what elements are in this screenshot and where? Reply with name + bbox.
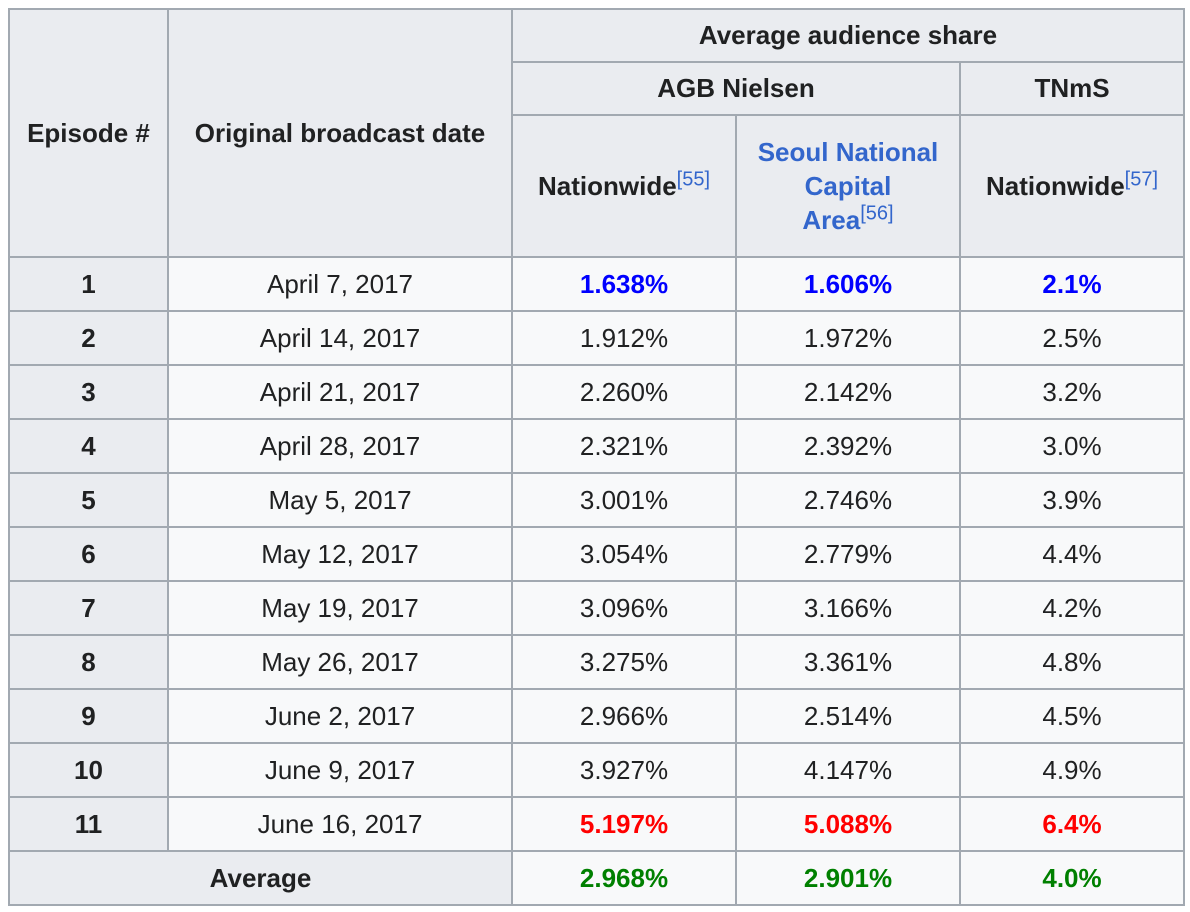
agb-seoul-value: 3.166%	[735, 580, 961, 636]
seoul-link-line-1: Seoul National	[757, 136, 939, 167]
broadcast-date: April 28, 2017	[167, 418, 513, 474]
tnms-value: 3.0%	[959, 418, 1185, 474]
broadcast-date: June 9, 2017	[167, 742, 513, 798]
episode-number: 8	[8, 634, 169, 690]
average-row: Average 2.968% 2.901% 4.0%	[8, 850, 1185, 906]
reference-56-link[interactable]: [56]	[860, 202, 894, 225]
seoul-capital-area-link[interactable]: Seoul National Capital Area	[758, 137, 939, 236]
table-row: 2 April 14, 2017 1.912% 1.972% 2.5%	[8, 310, 1185, 366]
broadcast-date: June 2, 2017	[167, 688, 513, 744]
agb-seoul-value: 2.392%	[735, 418, 961, 474]
agb-seoul-value: 2.746%	[735, 472, 961, 528]
agb-nationwide-value: 1.912%	[511, 310, 737, 366]
agb-nationwide-value: 3.927%	[511, 742, 737, 798]
table-row: 7 May 19, 2017 3.096% 3.166% 4.2%	[8, 580, 1185, 636]
tnms-value: 3.9%	[959, 472, 1185, 528]
agb-nationwide-header: Nationwide[55]	[511, 114, 737, 258]
ratings-table: Episode # Original broadcast date Averag…	[8, 8, 1185, 906]
tnms-value: 2.5%	[959, 310, 1185, 366]
episode-number: 7	[8, 580, 169, 636]
table-row: 6 May 12, 2017 3.054% 2.779% 4.4%	[8, 526, 1185, 582]
agb-seoul-value: 2.514%	[735, 688, 961, 744]
table-row: 4 April 28, 2017 2.321% 2.392% 3.0%	[8, 418, 1185, 474]
tnms-value: 2.1%	[959, 256, 1185, 312]
episode-number: 4	[8, 418, 169, 474]
episode-number: 1	[8, 256, 169, 312]
average-agb-seoul: 2.901%	[735, 850, 961, 906]
table-row: 10 June 9, 2017 3.927% 4.147% 4.9%	[8, 742, 1185, 798]
agb-nielsen-header: AGB Nielsen	[511, 61, 961, 116]
tnms-value: 4.9%	[959, 742, 1185, 798]
episode-header: Episode #	[8, 8, 169, 258]
average-share-header: Average audience share	[511, 8, 1185, 63]
broadcast-date: April 14, 2017	[167, 310, 513, 366]
broadcast-date: April 7, 2017	[167, 256, 513, 312]
table-row: 3 April 21, 2017 2.260% 2.142% 3.2%	[8, 364, 1185, 420]
agb-seoul-value: 4.147%	[735, 742, 961, 798]
table-row: 1 April 7, 2017 1.638% 1.606% 2.1%	[8, 256, 1185, 312]
agb-seoul-value: 5.088%	[735, 796, 961, 852]
agb-nationwide-value: 2.260%	[511, 364, 737, 420]
agb-nationwide-value: 1.638%	[511, 256, 737, 312]
agb-nationwide-value: 5.197%	[511, 796, 737, 852]
agb-nationwide-value: 3.001%	[511, 472, 737, 528]
tnms-value: 4.8%	[959, 634, 1185, 690]
agb-nationwide-value: 3.275%	[511, 634, 737, 690]
agb-seoul-value: 2.779%	[735, 526, 961, 582]
tnms-value: 3.2%	[959, 364, 1185, 420]
tnms-value: 4.4%	[959, 526, 1185, 582]
episode-number: 5	[8, 472, 169, 528]
broadcast-date: May 26, 2017	[167, 634, 513, 690]
episode-number: 9	[8, 688, 169, 744]
seoul-link-line-3: Area	[802, 205, 861, 236]
broadcast-date-header: Original broadcast date	[167, 8, 513, 258]
agb-nationwide-label: Nationwide	[537, 170, 677, 201]
tnms-header: TNmS	[959, 61, 1185, 116]
tnms-value: 4.2%	[959, 580, 1185, 636]
tnms-nationwide-header: Nationwide[57]	[959, 114, 1185, 258]
ratings-table-container: Episode # Original broadcast date Averag…	[8, 8, 1185, 906]
agb-nationwide-value: 3.054%	[511, 526, 737, 582]
tnms-value: 4.5%	[959, 688, 1185, 744]
seoul-link-line-2: Capital	[804, 170, 892, 201]
seoul-area-header: Seoul National Capital Area[56]	[735, 114, 961, 258]
reference-57-link[interactable]: [57]	[1124, 168, 1159, 191]
broadcast-date: May 19, 2017	[167, 580, 513, 636]
broadcast-date: May 5, 2017	[167, 472, 513, 528]
tnms-nationwide-label: Nationwide	[985, 170, 1125, 201]
table-row: 8 May 26, 2017 3.275% 3.361% 4.8%	[8, 634, 1185, 690]
table-row: 9 June 2, 2017 2.966% 2.514% 4.5%	[8, 688, 1185, 744]
agb-seoul-value: 1.606%	[735, 256, 961, 312]
tnms-value: 6.4%	[959, 796, 1185, 852]
agb-nationwide-value: 3.096%	[511, 580, 737, 636]
table-row: 5 May 5, 2017 3.001% 2.746% 3.9%	[8, 472, 1185, 528]
average-tnms: 4.0%	[959, 850, 1185, 906]
reference-55-link[interactable]: [55]	[676, 168, 711, 191]
episode-number: 10	[8, 742, 169, 798]
agb-nationwide-value: 2.966%	[511, 688, 737, 744]
episode-number: 3	[8, 364, 169, 420]
episode-number: 6	[8, 526, 169, 582]
agb-seoul-value: 1.972%	[735, 310, 961, 366]
broadcast-date: June 16, 2017	[167, 796, 513, 852]
episode-number: 2	[8, 310, 169, 366]
agb-seoul-value: 2.142%	[735, 364, 961, 420]
agb-seoul-value: 3.361%	[735, 634, 961, 690]
average-label: Average	[8, 850, 513, 906]
agb-nationwide-value: 2.321%	[511, 418, 737, 474]
episode-number: 11	[8, 796, 169, 852]
table-row: 11 June 16, 2017 5.197% 5.088% 6.4%	[8, 796, 1185, 852]
average-agb-nationwide: 2.968%	[511, 850, 737, 906]
broadcast-date: April 21, 2017	[167, 364, 513, 420]
broadcast-date: May 12, 2017	[167, 526, 513, 582]
